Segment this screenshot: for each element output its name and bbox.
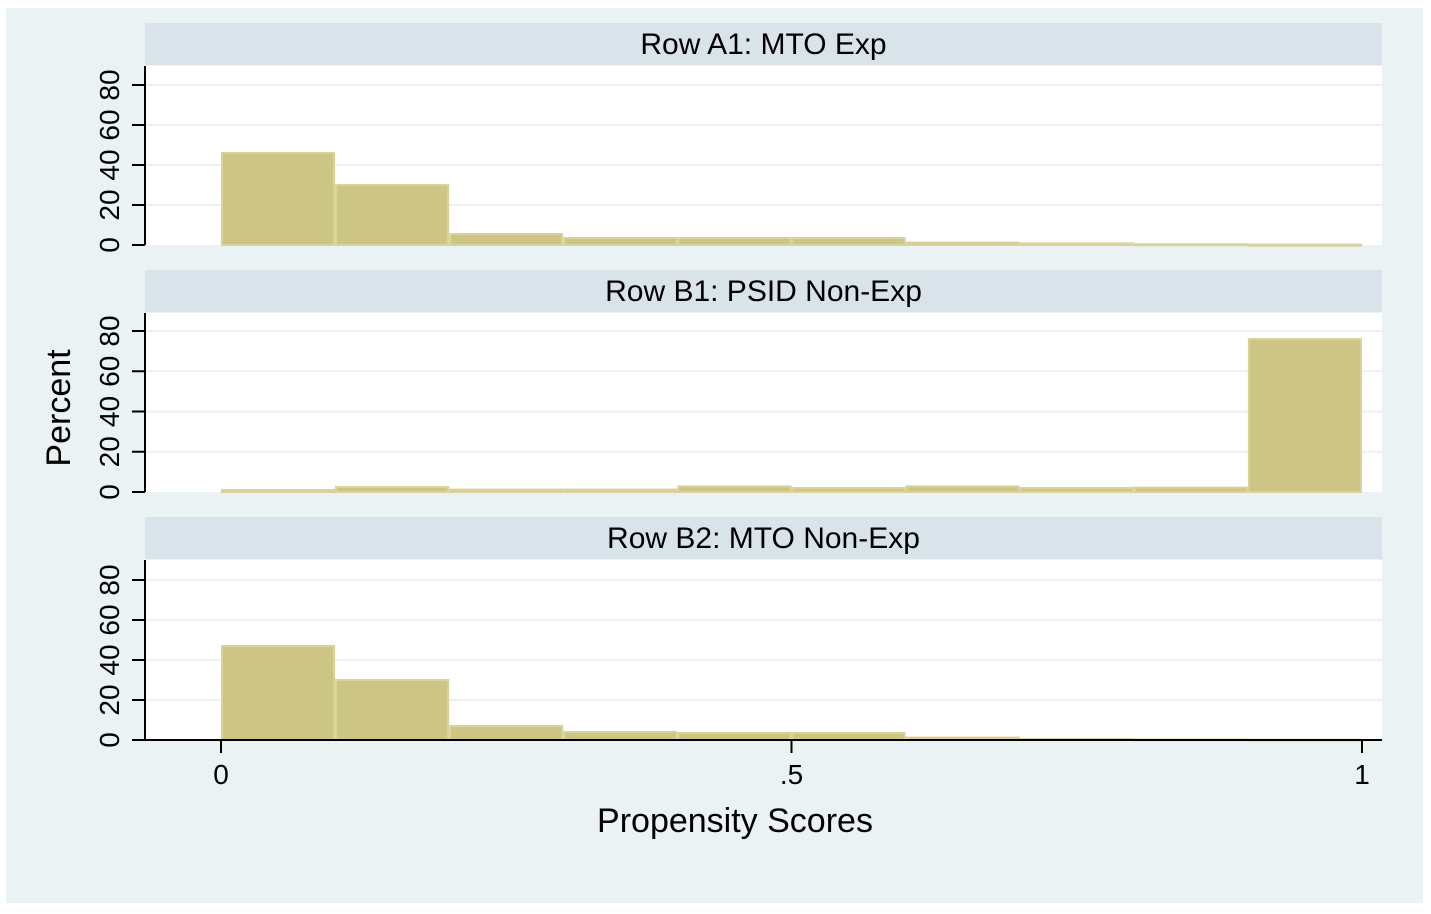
histogram-bar (221, 488, 336, 493)
histogram-bar (1247, 338, 1363, 493)
histogram-bar (791, 486, 906, 494)
y-axis-title: Percent (40, 349, 78, 467)
histogram-bar (335, 485, 450, 493)
plot-area (145, 313, 1382, 492)
x-axis: 0.5 1 (213, 740, 1370, 790)
panel-title: Row B1: PSID Non-Exp (605, 275, 922, 308)
histogram-bar (677, 237, 792, 246)
y-tick-label: 0 (94, 484, 125, 500)
panel-header (145, 270, 1382, 312)
histogram-bar (563, 237, 678, 246)
y-tick-label: 80 (94, 315, 125, 346)
y-tick-label: 80 (94, 69, 125, 100)
histogram-bar (335, 679, 450, 741)
y-tick-label: 40 (94, 149, 125, 180)
panel-title: Row A1: MTO Exp (640, 28, 886, 61)
y-tick-label: 60 (94, 356, 125, 387)
y-tick-label: 60 (94, 604, 125, 635)
histogram-bar (563, 731, 678, 741)
y-tick-label: 80 (94, 564, 125, 595)
histogram-bar (1133, 243, 1248, 247)
y-tick-label: 0 (94, 237, 125, 253)
panel: Row B1: PSID Non-Exp 0 20 40 60 80 (94, 270, 1382, 500)
y-tick-label: 20 (94, 436, 125, 467)
y-tick-label: 20 (94, 684, 125, 715)
x-tick-label: .5 (780, 759, 803, 790)
histogram-bar (791, 237, 906, 246)
histogram-bar (905, 241, 1020, 247)
x-tick-label: 1 (1354, 759, 1370, 790)
histogram-bar (563, 488, 678, 493)
histogram-bar (677, 732, 792, 741)
histogram-bar (791, 732, 906, 741)
histogram-bar (1247, 243, 1363, 247)
x-tick-label: 0 (213, 759, 229, 790)
y-tick-label: 0 (94, 732, 125, 748)
y-tick-label: 60 (94, 109, 125, 140)
histogram-bar (221, 152, 336, 246)
y-tick-label: 20 (94, 189, 125, 220)
histogram-bar (1133, 486, 1248, 494)
histogram-bar (221, 645, 336, 741)
x-axis-title: Propensity Scores (597, 802, 873, 840)
panel-title: Row B2: MTO Non-Exp (607, 522, 920, 555)
panel-header (145, 517, 1382, 559)
histogram-bar (449, 725, 564, 741)
histogram-bar (677, 485, 792, 493)
histogram-bar (335, 184, 450, 246)
y-tick-label: 40 (94, 396, 125, 427)
histogram-bar (1019, 486, 1134, 494)
panel: Row A1: MTO Exp 0 20 40 60 80 (94, 23, 1382, 253)
panel: Row B2: MTO Non-Exp 0 20 40 60 80 (94, 517, 1382, 748)
y-tick-label: 40 (94, 644, 125, 675)
histogram-bar (1019, 242, 1134, 246)
histogram-bar (905, 485, 1020, 493)
histogram-bar (449, 233, 564, 246)
panel-header (145, 23, 1382, 65)
histogram-bar (449, 488, 564, 493)
